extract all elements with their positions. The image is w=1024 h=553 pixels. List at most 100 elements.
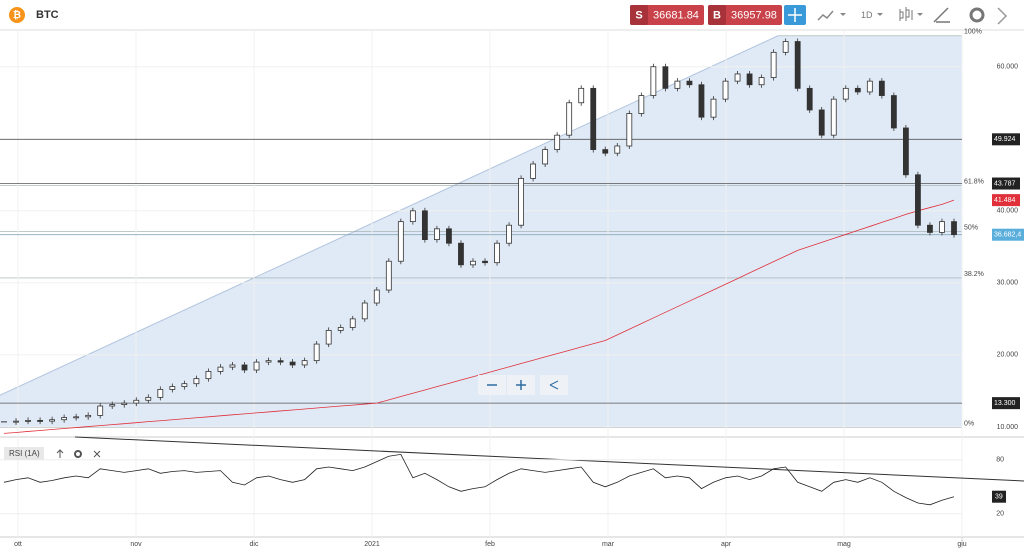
candle: [109, 404, 116, 407]
candle: [61, 417, 68, 421]
indicators-button[interactable]: [899, 7, 913, 21]
fib-label: 0%: [964, 420, 974, 427]
time-axis: ott nov dic 2021 feb mar apr mag giu: [14, 541, 967, 548]
fib-label: 61.8%: [964, 178, 984, 185]
rsi-tag: [992, 490, 1006, 503]
sell-label: S: [635, 9, 642, 21]
fib-area: 100% 61.8% 50% 38.2% 0%: [0, 29, 984, 428]
candle: [854, 87, 861, 93]
dropdown-arrow: [917, 13, 923, 16]
candle: [626, 113, 633, 147]
zoom-in-icon: [516, 380, 526, 390]
candle: [842, 87, 849, 100]
candle: [25, 420, 31, 422]
candle: [638, 95, 645, 114]
candle: [169, 386, 176, 390]
share-icon: [549, 380, 559, 390]
candle: [253, 361, 260, 371]
rsi-close[interactable]: [93, 450, 101, 458]
settings-button[interactable]: [969, 7, 985, 23]
btc-icon: [9, 7, 25, 23]
sell-tag: [630, 5, 648, 25]
candle: [902, 127, 909, 176]
candle: [434, 228, 440, 241]
candle: [915, 174, 921, 226]
candle: [530, 163, 537, 179]
x-tick-label: feb: [485, 541, 495, 548]
y-tick-label: 40.000: [997, 208, 1019, 215]
chart-type-button[interactable]: [817, 10, 834, 21]
candles: [1, 38, 957, 434]
candle: [506, 224, 512, 244]
candle: [277, 360, 284, 363]
x-tick-label: mag: [837, 541, 851, 548]
candle: [13, 420, 19, 423]
candle: [722, 80, 729, 100]
dropdown-arrow: [840, 13, 846, 16]
y-tick-label: 30.000: [997, 280, 1019, 287]
sell-button[interactable]: [630, 5, 704, 25]
candle: [37, 420, 43, 422]
price-lines: [0, 138, 962, 404]
x-tick-label: giu: [957, 541, 966, 548]
rsi-line: [3, 453, 955, 506]
crosshair-icon: [788, 8, 802, 22]
x-tick-label: apr: [721, 541, 732, 548]
candle: [518, 177, 524, 226]
fib-label: 100%: [964, 29, 982, 36]
candle: [325, 329, 332, 345]
candle: [782, 41, 789, 53]
rsi-tick-label: 20: [996, 511, 1004, 518]
price-tag-label: 13.300: [994, 400, 1016, 407]
candle: [361, 302, 368, 320]
interval-button[interactable]: 1D: [861, 10, 873, 20]
symbol: BTC: [36, 9, 59, 21]
candle: [289, 361, 296, 366]
candle: [145, 396, 152, 401]
y-tick-label: 20.000: [997, 352, 1019, 359]
price-tag-label: 49.924: [994, 136, 1016, 143]
candle: [770, 51, 777, 78]
y-tick-label: 10.000: [997, 424, 1019, 431]
candle: [205, 371, 212, 380]
rsi-tick-label: 80: [996, 457, 1004, 464]
buy-button[interactable]: [708, 5, 782, 25]
dropdown-arrow: [877, 13, 883, 16]
grid: 10.000 20.000 30.000 40.000 60.000: [0, 30, 1018, 537]
price-tag-label: 43.787: [994, 180, 1016, 187]
rsi-last-label: 39: [995, 494, 1003, 501]
rsi-move-up[interactable]: [56, 449, 64, 458]
candle: [85, 414, 92, 418]
buy-price: 36957.98: [731, 9, 777, 21]
candle: [385, 260, 392, 291]
fib-trendline: [0, 35, 779, 396]
x-tick-label: ott: [14, 541, 22, 548]
candle: [758, 77, 765, 86]
candle: [409, 210, 416, 223]
candle: [494, 242, 500, 264]
candle: [542, 149, 549, 165]
candle: [241, 364, 248, 371]
draw-button[interactable]: [933, 7, 950, 23]
candle: [614, 145, 621, 154]
price-tag: [992, 397, 1020, 410]
candle: [157, 389, 164, 398]
rsi-settings[interactable]: [74, 450, 82, 458]
candle: [698, 84, 705, 118]
candle: [866, 80, 873, 93]
fib-label: 38.2%: [964, 271, 984, 278]
btc-icon-glyph: ₿: [13, 9, 21, 21]
candle: [794, 41, 801, 89]
toolbar: [0, 0, 1024, 30]
candle: [890, 95, 897, 129]
fib-label: 50%: [964, 225, 978, 232]
candle: [818, 109, 825, 136]
share-button[interactable]: [540, 375, 568, 395]
candle: [554, 134, 561, 150]
candle: [349, 318, 356, 328]
expand-button[interactable]: [997, 7, 1008, 25]
rsi-panel: 20 80 39: [0, 453, 1006, 518]
ma-tag: [992, 194, 1020, 207]
price-tag: [992, 133, 1020, 146]
